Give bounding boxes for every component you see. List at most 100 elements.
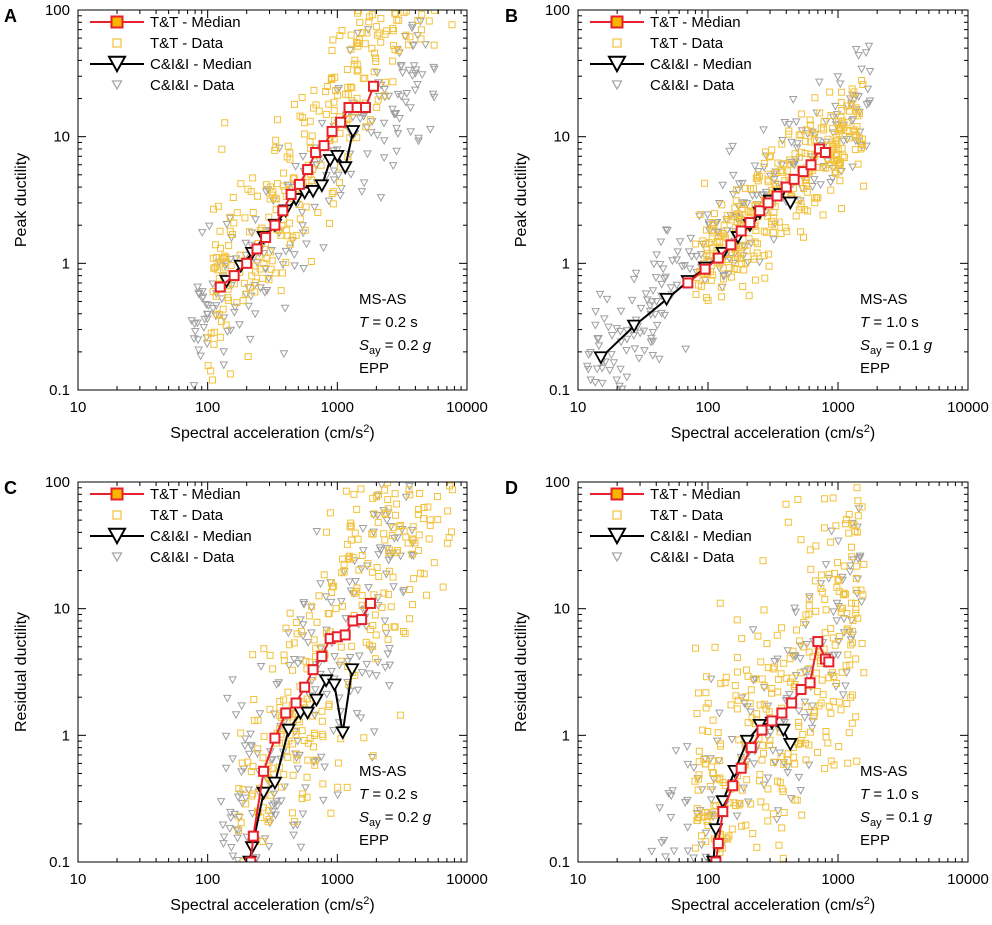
legend-tt-median-marker <box>610 15 624 29</box>
legend-tt-median-marker <box>110 15 124 29</box>
ci-data-point <box>414 134 424 143</box>
ci-data-point <box>197 229 207 237</box>
ci-data-point <box>769 236 779 245</box>
tt-data-point <box>258 224 266 232</box>
tt-median-point <box>727 780 739 792</box>
annotation-yield: Say = 0.2 g <box>359 337 432 357</box>
ci-data-point <box>791 118 801 127</box>
ci-data-point <box>292 754 301 763</box>
tt-data-point <box>821 524 829 532</box>
tt-data-point <box>293 756 301 764</box>
tt-data-point <box>807 150 815 158</box>
tt-data-point <box>347 45 355 53</box>
tt-data-point <box>373 31 381 39</box>
tt-data-point <box>424 503 432 511</box>
tt-data-point <box>248 792 256 800</box>
tt-data-point <box>838 144 846 152</box>
tt-data-point <box>827 186 835 194</box>
ci-median-point <box>280 723 297 738</box>
tt-data-point <box>282 624 290 632</box>
tt-median-point <box>347 615 359 627</box>
tt-median-point <box>812 636 824 648</box>
tt-data-point <box>836 124 844 132</box>
ci-data-point <box>802 641 812 649</box>
annotation-model: EPP <box>359 360 389 377</box>
ci-data-point <box>303 639 313 647</box>
panel-A: A 10 100 1000 10000 0.1 1 10 100 Spectral acceler… <box>4 2 488 442</box>
tt-data-point <box>390 27 398 35</box>
legend-label: C&I&I - Median <box>650 528 752 545</box>
tt-median-point <box>251 243 263 255</box>
tt-data-point <box>327 809 335 817</box>
ci-data-point <box>622 373 632 382</box>
ci-data-point <box>627 296 637 305</box>
ci-data-point <box>666 814 676 822</box>
tt-data-point <box>744 719 752 727</box>
annotation-yield-value: = 0.2 <box>381 337 423 354</box>
tt-data-point <box>400 627 408 635</box>
ci-data-point <box>317 155 327 164</box>
tt-data-point <box>266 705 274 713</box>
ci-data-point <box>376 194 386 202</box>
tt-data-point <box>373 23 381 31</box>
tt-data-point <box>298 113 306 121</box>
tt-data-point <box>265 815 273 823</box>
tt-data-point <box>691 844 699 852</box>
tt-data-point <box>852 586 860 594</box>
tt-data-point <box>419 515 427 523</box>
tt-data-point <box>406 615 414 623</box>
tt-data-point <box>818 676 826 684</box>
ci-data-point <box>819 162 829 171</box>
ci-data-point <box>649 260 659 269</box>
tt-data-point <box>750 675 758 683</box>
ci-data-point <box>814 78 824 87</box>
tt-data-point <box>260 732 268 740</box>
x-axis-title-end: ) <box>870 425 875 442</box>
tt-data-point <box>820 117 828 125</box>
tt-data-point <box>395 522 403 530</box>
tt-data-point <box>843 609 851 617</box>
ci-data-point <box>827 527 836 536</box>
ci-data-point <box>225 825 235 833</box>
ci-data-point <box>354 652 364 661</box>
annotation-yield-subscript: ay <box>870 817 882 829</box>
tt-data-point <box>827 709 835 717</box>
ci-data-point <box>779 759 789 768</box>
ci-data-point <box>607 331 617 340</box>
ci-data-point <box>335 192 345 200</box>
tt-data-point <box>340 560 348 568</box>
tt-data-point <box>242 800 250 808</box>
ci-data-point <box>198 288 207 296</box>
ci-data-point <box>346 170 356 179</box>
ci-data-point <box>793 140 802 149</box>
tt-data-point <box>225 242 233 250</box>
tt-data-point <box>716 757 724 765</box>
tt-data-point <box>830 761 838 769</box>
ci-data-point <box>234 814 244 822</box>
ci-data-point <box>715 709 724 718</box>
tt-data-point <box>284 142 292 150</box>
tt-data-point <box>821 765 829 773</box>
tt-data-point <box>323 82 331 90</box>
legend-label: T&T - Median <box>150 14 241 31</box>
tt-data-point <box>347 31 355 39</box>
ci-data-point <box>737 179 747 188</box>
ci-data-point <box>320 763 330 772</box>
tt-data-point <box>728 825 736 833</box>
tt-data-point <box>805 595 813 603</box>
legend-tt-median-marker <box>110 487 124 501</box>
tt-data-point <box>315 592 323 600</box>
ci-data-point <box>841 682 850 691</box>
tt-data-point <box>838 668 846 676</box>
tt-data-point <box>336 32 344 40</box>
tt-data-point <box>304 756 312 764</box>
ci-data-point <box>759 781 769 790</box>
tt-data-point <box>409 523 417 531</box>
ci-data-point <box>220 262 230 271</box>
tt-data-point <box>244 185 252 193</box>
tt-median-point <box>682 277 694 289</box>
annotation-yield-unit: g <box>924 809 933 826</box>
ci-data-point <box>226 844 236 852</box>
tt-data-point <box>284 688 292 696</box>
tt-data-point <box>712 801 720 809</box>
